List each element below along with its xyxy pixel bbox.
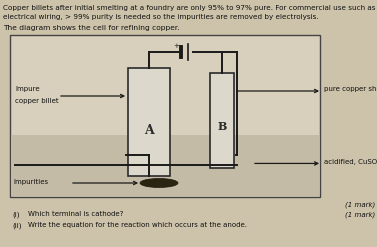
Text: electrical wiring, > 99% purity is needed so the impurities are removed by elect: electrical wiring, > 99% purity is neede… (3, 14, 319, 20)
Text: Impure: Impure (15, 86, 40, 92)
Text: The diagram shows the cell for refining copper.: The diagram shows the cell for refining … (3, 25, 179, 31)
Bar (210, 73, 234, 168)
Text: (i): (i) (12, 211, 20, 218)
Text: Impurities: Impurities (13, 179, 48, 185)
Text: Copper billets after initial smelting at a foundry are only 95% to 97% pure. For: Copper billets after initial smelting at… (3, 5, 375, 11)
Text: acidified, CuSO₄(aq): acidified, CuSO₄(aq) (324, 158, 377, 165)
Text: +: + (173, 43, 179, 49)
Text: (1 mark): (1 mark) (345, 211, 375, 218)
Text: copper billet: copper billet (15, 98, 59, 104)
Bar (128, 68, 170, 176)
Text: B: B (217, 121, 227, 132)
Text: (ii): (ii) (12, 222, 21, 228)
Text: pure copper sheet: pure copper sheet (324, 86, 377, 92)
Text: Which terminal is cathode?: Which terminal is cathode? (28, 211, 123, 217)
Bar (11, 135, 319, 196)
Text: Write the equation for the reaction which occurs at the anode.: Write the equation for the reaction whic… (28, 222, 247, 228)
Text: A: A (144, 124, 154, 137)
Bar (10, 35, 320, 197)
Text: (1 mark): (1 mark) (345, 201, 375, 207)
Ellipse shape (140, 179, 178, 187)
